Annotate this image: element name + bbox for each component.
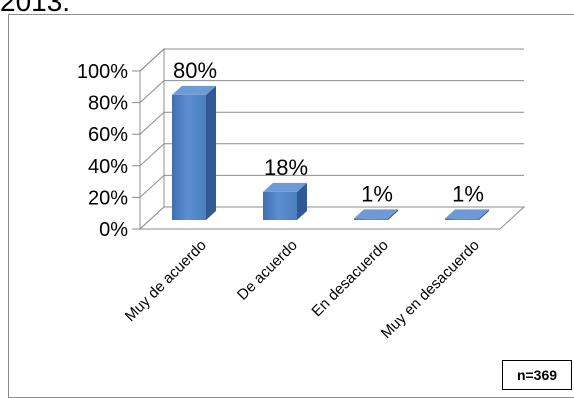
gridline-diagonal: [139, 175, 165, 198]
bar-side: [297, 182, 307, 220]
x-axis-labels: Muy de acuerdo De acuerdo En desacuerdoMuy…: [122, 237, 483, 342]
gridline-diagonal: [139, 48, 165, 72]
x-tick-label: En desacuerdo: [308, 237, 391, 320]
data-label: 18%: [264, 155, 308, 180]
floor: [138, 206, 526, 230]
bar: [172, 94, 206, 220]
bars: [172, 85, 489, 220]
bar-top: [172, 85, 216, 95]
gridlines: [132, 48, 524, 230]
gridline-diagonal: [139, 111, 165, 135]
data-labels: 80% 18% 1% 1%: [173, 58, 484, 207]
gridline-diagonal: [139, 143, 165, 167]
bar-side: [388, 209, 398, 220]
header-fragment: 2013:: [0, 0, 71, 17]
y-tick-label: 100%: [77, 61, 128, 83]
sample-size-label: n=369: [516, 367, 558, 383]
gridline-diagonal: [139, 80, 165, 103]
data-label: 1%: [361, 181, 393, 206]
bar-side: [206, 85, 216, 220]
bar-top: [263, 182, 307, 192]
bar-side: [479, 209, 489, 220]
data-label: 1%: [452, 181, 484, 206]
y-tick-label: 40%: [88, 156, 128, 178]
y-axis-ticks: 0% 20% 40% 60% 80% 100%: [77, 61, 128, 241]
x-tick-label: De acuerdo: [234, 237, 301, 304]
y-tick-label: 60%: [88, 124, 128, 146]
bar: [354, 218, 388, 220]
bar: [445, 218, 479, 220]
bar: [263, 191, 297, 220]
y-tick-label: 80%: [88, 93, 128, 115]
bar-top: [445, 209, 489, 219]
side-wall: [139, 47, 165, 231]
sample-size-box: n=369: [502, 360, 572, 390]
x-tick-label: Muy en desacuerdo: [378, 237, 483, 342]
data-label: 80%: [173, 58, 217, 83]
bar-top: [354, 209, 398, 219]
y-tick-label: 20%: [88, 187, 128, 209]
y-tick-label: 0%: [99, 219, 128, 241]
x-tick-label: Muy de acuerdo: [122, 237, 210, 325]
